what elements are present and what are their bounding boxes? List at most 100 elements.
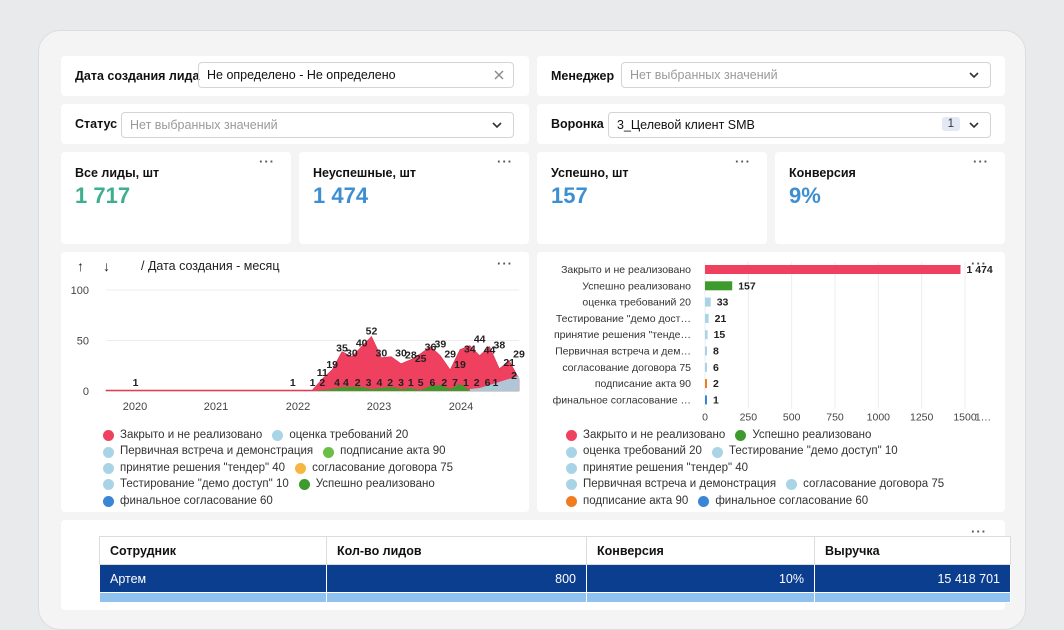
data-label: 1 — [310, 377, 316, 389]
more-menu-icon[interactable]: ··· — [735, 154, 751, 169]
more-menu-icon[interactable]: ··· — [971, 256, 987, 271]
more-menu-icon[interactable]: ··· — [973, 154, 989, 169]
data-label: 11 — [317, 367, 328, 379]
legend-item[interactable]: финальное согласование 60 — [698, 495, 868, 508]
status-select[interactable]: Нет выбранных значений — [121, 112, 514, 138]
data-label: 35 — [336, 343, 348, 355]
x-tick-label: 1… — [975, 412, 991, 422]
cell-employee: Артем — [99, 564, 327, 593]
legend-label: Первичная встреча и демонстрация — [583, 478, 777, 491]
legend-item[interactable]: согласование договора 75 — [786, 478, 944, 491]
legend-item[interactable]: принятие решения "тендер" 40 — [566, 462, 748, 475]
funnel-select[interactable]: 3_Целевой клиент SMB 1 — [608, 112, 991, 138]
bar — [705, 346, 707, 356]
col-revenue[interactable]: Выручка — [814, 536, 1011, 565]
clear-icon[interactable] — [493, 69, 505, 81]
bar-value-label: 15 — [714, 329, 726, 341]
legend-row: Первичная встреча и демонстрация согласов… — [566, 478, 954, 494]
x-tick-label: 2021 — [204, 401, 228, 413]
data-label: 2 — [319, 377, 325, 389]
legend-swatch — [566, 495, 577, 507]
x-tick-label: 1000 — [867, 412, 891, 422]
legend-swatch — [566, 430, 577, 442]
legend-row: финальное согласование 60 — [103, 495, 463, 511]
manager-select[interactable]: Нет выбранных значений — [621, 62, 991, 88]
bar-chart-legend: Закрыто и не реализовано Успешно реализов… — [566, 429, 954, 511]
y-tick-label: 0 — [83, 386, 89, 398]
legend-item[interactable]: Успешно реализовано — [298, 478, 435, 491]
legend-label: Первичная встреча и демонстрация — [120, 445, 314, 458]
bar-value-label: 157 — [738, 280, 756, 292]
legend-swatch — [566, 479, 577, 491]
legend-item[interactable]: Тестирование "демо доступ" 10 — [711, 445, 898, 458]
bar — [705, 379, 707, 389]
data-label: 19 — [454, 359, 466, 371]
col-employee[interactable]: Сотрудник — [99, 536, 327, 565]
x-tick-label: 2024 — [449, 401, 473, 413]
chevron-down-icon — [492, 122, 502, 129]
legend-item[interactable]: Первичная встреча и демонстрация — [566, 478, 776, 491]
data-label: 30 — [375, 348, 387, 360]
legend-item[interactable]: Тестирование "демо доступ" 10 — [103, 478, 289, 491]
more-menu-icon[interactable]: ··· — [259, 154, 275, 169]
legend-label: подписание акта 90 — [340, 445, 446, 458]
legend-item[interactable]: подписание акта 90 — [566, 495, 688, 508]
legend-row: Закрыто и не реализовано оценка требовани… — [103, 429, 463, 445]
legend-item[interactable]: подписание акта 90 — [323, 445, 446, 458]
data-label: 2 — [511, 370, 517, 382]
data-label: 39 — [434, 339, 446, 351]
category-label: Закрыто и не реализовано — [561, 264, 691, 276]
legend-item[interactable]: финальное согласование 60 — [103, 495, 273, 508]
legend-item[interactable]: Первичная встреча и демонстрация — [103, 445, 313, 458]
table-row[interactable]: Артем 800 10% 15 418 701 — [99, 564, 1011, 593]
bar-value-label: 1 — [713, 394, 719, 406]
more-menu-icon[interactable]: ··· — [497, 154, 513, 169]
sort-up-icon[interactable]: ↑ — [77, 258, 84, 274]
data-label: 1 — [463, 377, 469, 389]
data-label: 1 — [408, 377, 414, 389]
col-lead-count[interactable]: Кол-во лидов — [326, 536, 587, 565]
legend-label: принятие решения "тендер" 40 — [120, 461, 286, 474]
legend-swatch — [103, 446, 114, 458]
legend-label: финальное согласование 60 — [120, 494, 273, 507]
legend-label: оценка требований 20 — [583, 445, 702, 458]
legend-item[interactable]: Закрыто и не реализовано — [103, 429, 262, 442]
data-label: 21 — [503, 357, 515, 369]
legend-swatch — [103, 495, 114, 507]
legend-item[interactable]: согласование договора 75 — [295, 462, 453, 475]
more-menu-icon[interactable]: ··· — [971, 524, 987, 539]
more-menu-icon[interactable]: ··· — [497, 256, 513, 271]
legend-item[interactable]: оценка требований 20 — [272, 429, 408, 442]
lead-date-select[interactable]: Не определено - Не определено — [198, 62, 514, 88]
legend-label: Успешно реализовано — [752, 429, 872, 441]
legend-item[interactable]: принятие решения "тендер" 40 — [103, 462, 285, 475]
filter-lead-date-label: Дата создания лида — [75, 69, 200, 83]
cell-revenue: 15 418 701 — [814, 564, 1011, 593]
data-label: 29 — [513, 349, 525, 361]
legend-item[interactable]: оценка требований 20 — [566, 445, 702, 458]
legend-swatch — [566, 463, 577, 475]
kpi-title: Конверсия — [789, 166, 856, 180]
col-conversion[interactable]: Конверсия — [586, 536, 815, 565]
drilldown-breadcrumb[interactable]: / Дата создания - месяц — [141, 259, 280, 273]
series-area-closed-lost — [105, 335, 520, 392]
x-tick-label: 1250 — [910, 412, 934, 422]
chevron-down-icon — [969, 72, 979, 79]
data-label: 3 — [398, 377, 404, 389]
x-tick-label: 0 — [702, 412, 708, 422]
status-placeholder: Нет выбранных значений — [130, 118, 278, 132]
data-label: 30 — [395, 348, 407, 360]
kpi-value: 1 717 — [75, 183, 131, 208]
legend-item[interactable]: Успешно реализовано — [735, 429, 871, 442]
area-chart-legend: Закрыто и не реализовано оценка требовани… — [103, 429, 463, 511]
data-label: 3 — [366, 377, 372, 389]
data-label: 38 — [493, 340, 505, 352]
sort-down-icon[interactable]: ↓ — [103, 258, 110, 274]
y-tick-label: 100 — [71, 285, 89, 297]
category-label: согласование договора 75 — [562, 362, 691, 374]
legend-item[interactable]: Закрыто и не реализовано — [566, 429, 725, 442]
data-label: 2 — [355, 377, 361, 389]
data-label: 29 — [444, 349, 456, 361]
legend-label: принятие решения "тендер" 40 — [583, 461, 749, 474]
filter-funnel: Воронка 3_Целевой клиент SMB 1 — [537, 104, 1005, 144]
